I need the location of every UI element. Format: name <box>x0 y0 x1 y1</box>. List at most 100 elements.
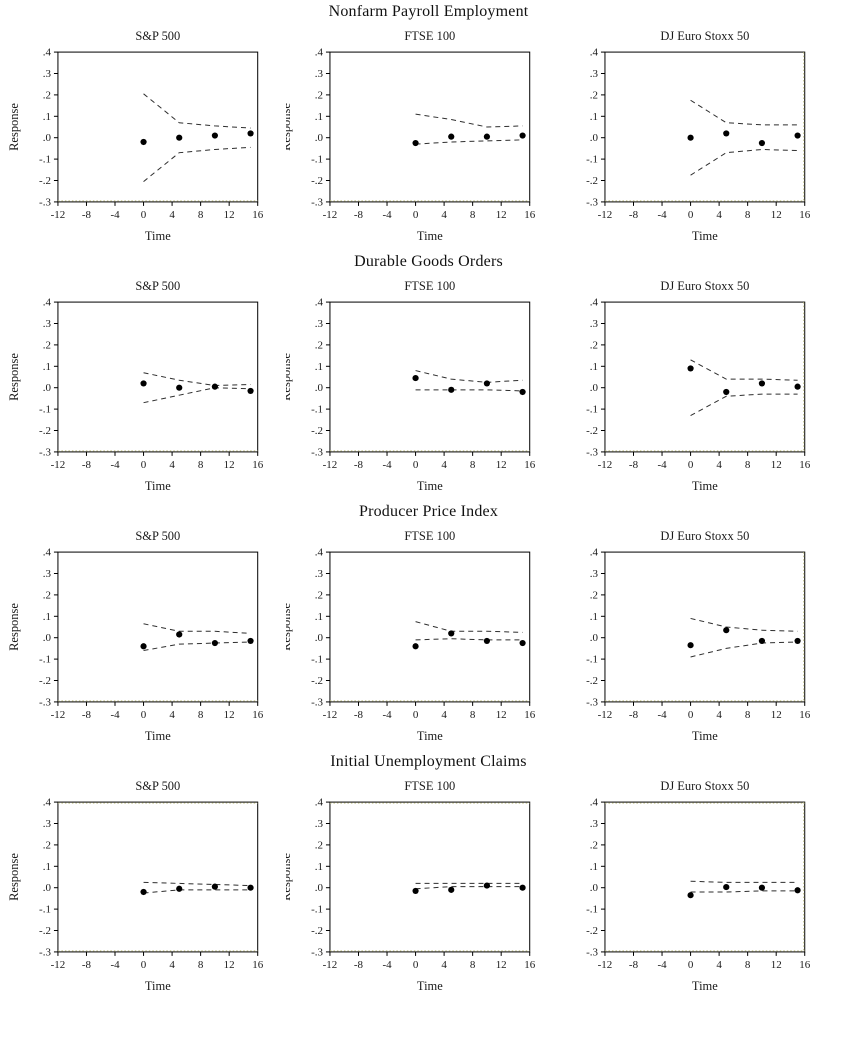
response-point <box>447 630 455 637</box>
y-axis-tick-label: .3 <box>314 68 323 80</box>
y-axis-tick-label: -.3 <box>586 696 598 708</box>
x-axis-title: Time <box>145 729 171 743</box>
row-producer-price-index: Producer Price Index S&P 500 .4 .3 .2 .1 .0 -.… <box>0 500 857 750</box>
x-axis-tick-label: 0 <box>688 459 694 471</box>
y-axis-tick-label: .0 <box>43 132 52 144</box>
subplot-title: S&P 500 <box>135 279 180 293</box>
chart-svg: S&P 500 .4 .3 .2 .1 .0 -.1 -.2 -.3-12 -8 -4 0 4 8 12 16… <box>7 529 264 743</box>
x-axis-tick-label: -12 <box>598 209 613 221</box>
lower-confidence-band <box>415 389 523 392</box>
plot-frame <box>57 51 259 203</box>
x-axis-tick-label: 16 <box>252 459 263 471</box>
x-axis-title: Time <box>417 479 443 493</box>
y-axis-tick-label: .1 <box>43 611 51 623</box>
x-axis-tick-label: -4 <box>110 959 120 971</box>
response-point <box>759 380 766 387</box>
chart-svg: FTSE 100 .4 .3 .2 .1 .0 -.1 -.2 -.3-12 -8 -4 0 4 8 12 1… <box>286 279 536 493</box>
y-axis-title: Response <box>7 103 21 151</box>
chart-nonfarm-sp500: S&P 500 .4 .3 .2 .1 .0 -.1 -.2 -.3 -12 -8 -4 0 4 8 12 16… <box>0 0 286 250</box>
lower-confidence-band <box>415 139 523 145</box>
response-point <box>140 380 147 387</box>
plot-frame <box>604 301 806 453</box>
response-point <box>211 383 218 390</box>
x-axis-tick-label: 0 <box>688 709 694 721</box>
x-axis-tick-label: -4 <box>658 459 668 471</box>
response-point <box>140 138 147 146</box>
response-point <box>723 130 730 137</box>
row-title: Producer Price Index <box>358 503 499 520</box>
y-axis-tick-label: .3 <box>590 318 599 330</box>
y-axis-tick-label: .2 <box>314 839 322 851</box>
y-axis-tick-label: -.3 <box>311 696 323 708</box>
y-axis-tick-label: .0 <box>314 132 323 144</box>
y-axis-tick-label: .2 <box>590 839 598 851</box>
y-axis-tick-label: .1 <box>590 611 598 623</box>
upper-confidence-band <box>690 99 798 126</box>
x-axis-tick-label: -12 <box>598 459 613 471</box>
response-point <box>687 365 695 372</box>
chart-durable-sp500: S&P 500 .4 .3 .2 .1 .0 -.1 -.2 -.3 -12 -8 -4 0 4 8 12 16… <box>0 250 286 500</box>
y-axis-tick-label: .2 <box>590 89 598 101</box>
lower-confidence-band <box>415 886 523 890</box>
lower-confidence-band <box>415 638 523 641</box>
x-axis-tick-label: 16 <box>252 209 263 221</box>
x-axis-tick-label: 0 <box>412 959 418 971</box>
chart-svg: FTSE 100 .4 .3 .2 .1 .0 -.1 -.2 -.3-12 -8 -4 0 4 8 12 1… <box>286 29 536 243</box>
y-axis-tick-label: .3 <box>43 568 52 580</box>
x-axis-tick-label: 12 <box>495 709 506 721</box>
y-axis-tick-label: -.3 <box>39 446 51 458</box>
chart-ppi-sp500: S&P 500 .4 .3 .2 .1 .0 -.1 -.2 -.3 -12 -8 -4 0 4 8 12 16… <box>0 500 286 750</box>
x-axis-title: Time <box>417 229 443 243</box>
x-axis-tick-label: -4 <box>658 709 668 721</box>
x-axis-tick-label: 0 <box>688 959 694 971</box>
response-point <box>412 887 419 895</box>
response-point <box>759 884 766 891</box>
chart-claims-djeurostoxx50: DJ Euro Stoxx 50 .4 .3 .2 .1 .0 -.1 -.2 -.3 -12 -8… <box>571 750 857 1010</box>
subplot-title: DJ Euro Stoxx 50 <box>661 279 750 293</box>
x-axis-tick-label: 4 <box>169 209 175 221</box>
y-axis-tick-label: -.2 <box>586 425 598 437</box>
response-point <box>723 883 730 891</box>
x-axis-tick-label: 8 <box>470 959 476 971</box>
x-axis-tick-label: -12 <box>51 209 66 221</box>
row-charts: S&P 500.4.3.2.1.0 -.1 -.2 -.3 -12 -8 -4 0 4 8 12 16… <box>0 750 857 1010</box>
y-axis-tick-label: .4 <box>43 47 52 59</box>
plot-frame <box>604 801 806 953</box>
chart-svg: DJ Euro Stoxx 50 .4 .3 .2 .1 .0 -.1 -.2 -.3-12 -8… <box>586 779 811 993</box>
response-point <box>412 374 419 382</box>
row-charts: S&P 500.4.3.2.1.0 -.1 -.2 -.3 -12 -8 -4 0 4 8 12 16… <box>0 500 857 750</box>
x-axis-tick-label: -12 <box>598 959 613 971</box>
response-point <box>519 388 526 396</box>
x-axis-tick-label: 12 <box>224 209 235 221</box>
row-initial-unemployment-claims: Initial Unemployment Claims S&P 500 .4 .3.… <box>0 750 857 1010</box>
x-axis-tick-label: 4 <box>717 959 723 971</box>
y-axis-tick-label: .2 <box>314 589 322 601</box>
y-axis-title: Response <box>7 353 21 401</box>
y-axis-title: Response <box>286 603 293 651</box>
subplot-title: FTSE 100 <box>404 529 455 543</box>
y-axis-tick-label: .4 <box>314 297 323 309</box>
y-axis-title: Response <box>286 353 293 401</box>
response-point <box>176 631 183 638</box>
chart-durable-ftse100: FTSE 100 .4 .3 .2 .1 .0 -.1 -.2 -.3 -12 -8 -4 0 4 8 12 1… <box>286 250 572 500</box>
y-axis-tick-label: .4 <box>590 547 599 559</box>
y-axis-tick-label: -.1 <box>39 404 51 416</box>
y-axis-title: Response <box>286 103 293 151</box>
chart-svg: S&P 500 .4 .3 .2 .1 .0 -.1 -.2 -.3-12 -8 -4 0 4 8 12 16… <box>7 279 264 493</box>
x-axis-tick-label: 16 <box>524 209 535 221</box>
y-axis-title: Response <box>286 853 293 901</box>
row-title: Durable Goods Orders <box>354 253 503 270</box>
lower-confidence-band <box>690 890 798 893</box>
x-axis-tick-label: 8 <box>198 709 204 721</box>
x-axis-tick-label: 8 <box>198 209 204 221</box>
x-axis-tick-label: 4 <box>717 209 723 221</box>
y-axis-tick-label: .0 <box>590 882 599 894</box>
x-axis-title: Time <box>145 229 171 243</box>
plot-frame <box>329 51 530 203</box>
chart-claims-sp500: S&P 500 .4 .3 .2 .1 .0 -.1 -.2 -.3 -12 -8 -4 0 4 8 12 16… <box>0 750 286 1010</box>
y-axis-tick-label: .0 <box>590 632 599 644</box>
subplot-title: S&P 500 <box>135 779 180 793</box>
subplot-title: DJ Euro Stoxx 50 <box>661 529 750 543</box>
y-axis-tick-label: .1 <box>43 861 51 873</box>
upper-confidence-band <box>690 880 798 883</box>
